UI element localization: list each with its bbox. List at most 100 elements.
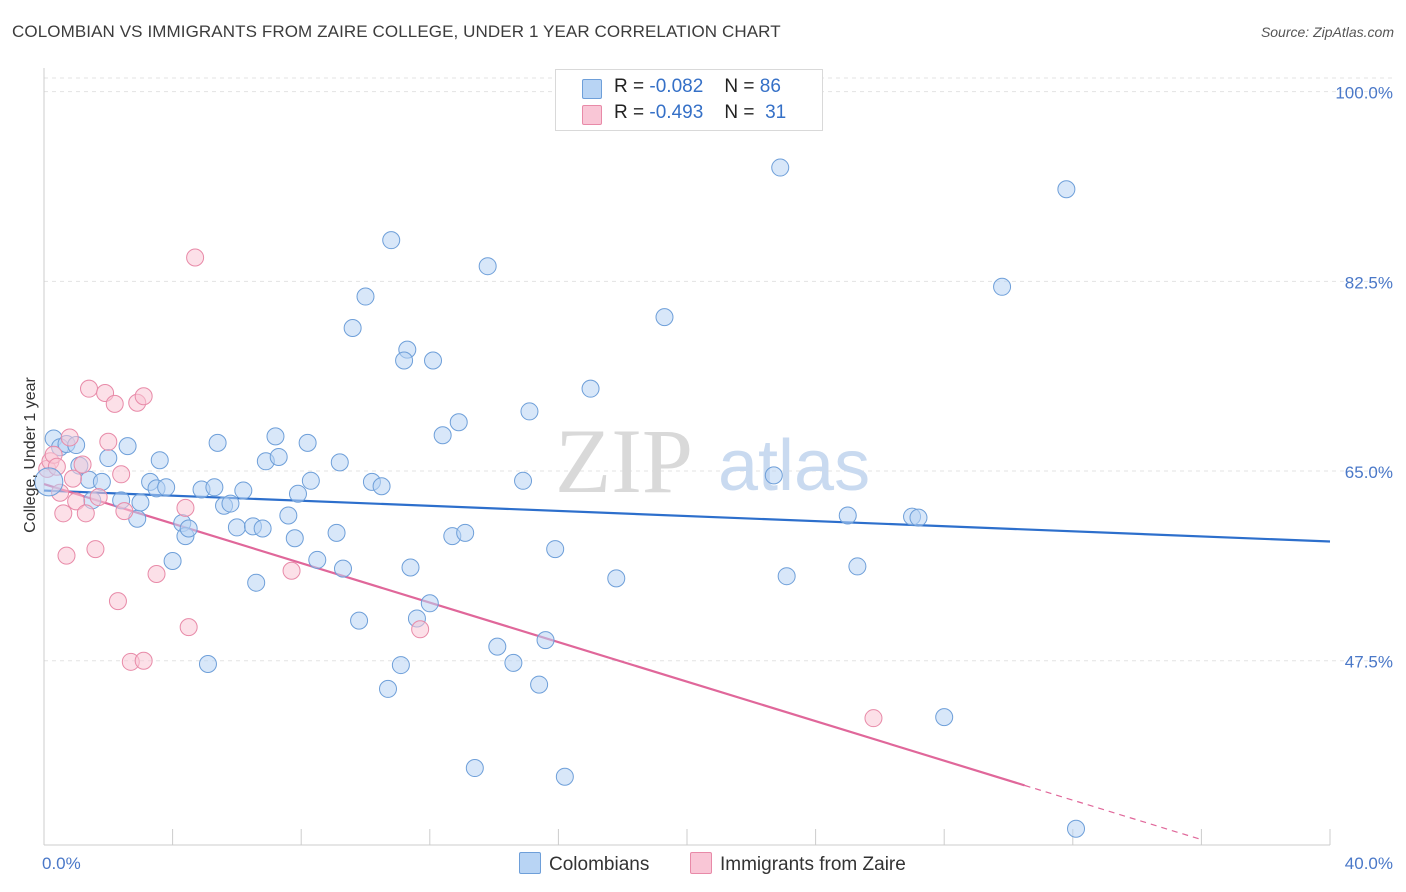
point-colombians xyxy=(771,158,790,177)
point-colombians xyxy=(993,277,1012,296)
chart-title: COLOMBIAN VS IMMIGRANTS FROM ZAIRE COLLE… xyxy=(12,22,781,41)
bottom-legend-label-colombians: Colombians xyxy=(549,854,650,875)
point-zaire xyxy=(105,394,124,413)
point-colombians xyxy=(221,494,240,513)
point-colombians xyxy=(555,767,574,786)
point-colombians xyxy=(382,231,401,250)
point-colombians xyxy=(205,478,224,497)
point-colombians xyxy=(269,447,288,466)
point-colombians xyxy=(909,508,928,527)
point-colombians xyxy=(449,413,468,432)
bottom-legend-label-zaire: Immigrants from Zaire xyxy=(720,854,906,875)
point-colombians xyxy=(92,472,111,491)
point-zaire xyxy=(108,592,127,611)
point-zaire xyxy=(99,432,118,451)
point-zaire xyxy=(86,540,105,559)
point-colombians xyxy=(308,550,327,569)
point-colombians xyxy=(350,611,369,630)
point-colombians-large xyxy=(34,467,64,497)
point-zaire xyxy=(179,618,198,637)
point-colombians xyxy=(279,506,298,525)
point-colombians xyxy=(298,433,317,452)
point-zaire xyxy=(67,492,86,511)
legend-text-colombians: R = -0.082 N = 86 xyxy=(614,76,781,98)
point-zaire xyxy=(54,504,73,523)
source-label: Source: ZipAtlas.com xyxy=(1260,24,1394,40)
point-colombians xyxy=(433,426,452,445)
bottom-legend-colombians: Colombians xyxy=(519,852,649,876)
y-tick-label: 100.0% xyxy=(1335,84,1393,103)
legend-r-value: -0.493 xyxy=(649,102,704,123)
point-colombians xyxy=(131,493,150,512)
point-zaire xyxy=(76,504,95,523)
point-colombians xyxy=(764,466,783,485)
point-colombians xyxy=(253,519,272,538)
y-tick-label: 47.5% xyxy=(1345,653,1393,672)
point-colombians xyxy=(546,540,565,559)
trend-line-zaire-extension xyxy=(1024,784,1202,841)
point-colombians xyxy=(150,451,169,470)
watermark-atlas: atlas xyxy=(718,426,870,506)
point-colombians xyxy=(420,594,439,613)
legend-n-label: N = xyxy=(724,76,755,97)
point-colombians xyxy=(655,308,674,327)
trend-line-colombians xyxy=(43,489,1331,543)
grid-lines xyxy=(44,77,1394,662)
trend-lines xyxy=(43,483,1331,841)
point-zaire xyxy=(176,498,195,517)
point-colombians xyxy=(581,379,600,398)
point-zaire xyxy=(115,502,134,521)
point-colombians xyxy=(288,484,307,503)
point-colombians xyxy=(504,653,523,672)
point-colombians xyxy=(514,471,533,490)
legend-r-value: -0.082 xyxy=(649,76,704,97)
point-colombians xyxy=(163,552,182,571)
point-zaire xyxy=(63,469,82,488)
point-colombians xyxy=(848,557,867,576)
correlation-legend: R = -0.082 N = 86 R = -0.493 N = 31 xyxy=(555,69,823,131)
point-colombians xyxy=(838,506,857,525)
legend-swatch-pink xyxy=(582,105,602,125)
point-colombians xyxy=(333,559,352,578)
x-tick-label-max: 40.0% xyxy=(1345,854,1393,873)
legend-n-value: 86 xyxy=(759,76,781,97)
y-axis-title: College, Under 1 year xyxy=(22,377,39,533)
point-colombians xyxy=(234,481,253,500)
point-colombians xyxy=(247,573,266,592)
point-colombians xyxy=(266,427,285,446)
point-colombians xyxy=(488,637,507,656)
bottom-legend-swatch-blue xyxy=(519,852,541,874)
point-colombians xyxy=(391,656,410,675)
point-colombians xyxy=(401,558,420,577)
point-zaire xyxy=(89,488,108,507)
point-colombians xyxy=(330,453,349,472)
point-colombians xyxy=(356,287,375,306)
point-colombians xyxy=(379,679,398,698)
point-zaire xyxy=(411,620,430,639)
point-colombians xyxy=(198,654,217,673)
point-colombians xyxy=(607,569,626,588)
legend-swatch-blue xyxy=(582,79,602,99)
point-colombians xyxy=(530,675,549,694)
watermark-zip: ZIP xyxy=(555,410,693,512)
legend-n-label: N = xyxy=(724,102,755,123)
y-tick-label: 65.0% xyxy=(1345,463,1393,482)
point-colombians xyxy=(343,318,362,337)
point-colombians xyxy=(99,449,118,468)
trend-line-zaire xyxy=(43,483,1025,787)
point-colombians xyxy=(424,351,443,370)
point-colombians xyxy=(777,567,796,586)
point-zaire xyxy=(80,379,99,398)
point-zaire xyxy=(134,387,153,406)
point-colombians xyxy=(935,708,954,727)
y-tick-label: 82.5% xyxy=(1345,273,1393,292)
point-colombians xyxy=(520,402,539,421)
data-points xyxy=(34,158,1086,838)
point-colombians xyxy=(1057,180,1076,199)
point-colombians xyxy=(536,631,555,650)
point-zaire xyxy=(282,561,301,580)
point-zaire xyxy=(60,428,79,447)
point-zaire xyxy=(57,546,76,565)
legend-n-value: 31 xyxy=(765,102,787,123)
